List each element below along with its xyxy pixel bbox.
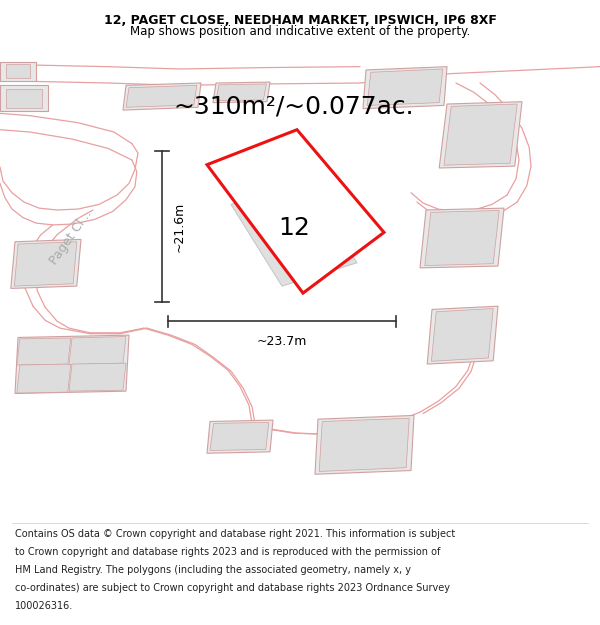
Polygon shape — [6, 89, 42, 107]
Polygon shape — [17, 338, 71, 365]
Text: to Crown copyright and database rights 2023 and is reproduced with the permissio: to Crown copyright and database rights 2… — [15, 547, 440, 557]
Polygon shape — [0, 86, 48, 111]
Polygon shape — [69, 336, 126, 364]
Text: 100026316.: 100026316. — [15, 601, 73, 611]
Polygon shape — [425, 211, 499, 266]
Polygon shape — [319, 418, 409, 471]
Text: HM Land Registry. The polygons (including the associated geometry, namely x, y: HM Land Registry. The polygons (includin… — [15, 565, 411, 575]
Polygon shape — [126, 86, 197, 107]
Text: ~310m²/~0.077ac.: ~310m²/~0.077ac. — [173, 94, 415, 118]
Polygon shape — [231, 181, 357, 286]
Polygon shape — [69, 363, 126, 391]
Text: Contains OS data © Crown copyright and database right 2021. This information is : Contains OS data © Crown copyright and d… — [15, 529, 455, 539]
Text: 12: 12 — [278, 216, 310, 240]
Polygon shape — [427, 306, 498, 364]
Polygon shape — [444, 104, 517, 165]
Polygon shape — [216, 84, 266, 101]
Polygon shape — [14, 242, 77, 286]
Polygon shape — [123, 83, 201, 110]
Polygon shape — [210, 422, 269, 451]
Polygon shape — [11, 239, 81, 289]
Polygon shape — [315, 416, 414, 474]
Text: ~23.7m: ~23.7m — [257, 335, 307, 348]
Polygon shape — [420, 208, 504, 268]
Text: Map shows position and indicative extent of the property.: Map shows position and indicative extent… — [130, 26, 470, 39]
Polygon shape — [439, 102, 522, 168]
Polygon shape — [363, 67, 447, 109]
Polygon shape — [6, 64, 30, 78]
Polygon shape — [15, 335, 129, 394]
Polygon shape — [17, 364, 71, 393]
Text: ~21.6m: ~21.6m — [173, 201, 186, 252]
Polygon shape — [207, 420, 273, 453]
Polygon shape — [207, 130, 384, 293]
Text: co-ordinates) are subject to Crown copyright and database rights 2023 Ordnance S: co-ordinates) are subject to Crown copyr… — [15, 583, 450, 593]
Text: Paget Cl...: Paget Cl... — [47, 208, 94, 267]
Polygon shape — [431, 309, 493, 361]
Polygon shape — [0, 62, 36, 81]
Text: 12, PAGET CLOSE, NEEDHAM MARKET, IPSWICH, IP6 8XF: 12, PAGET CLOSE, NEEDHAM MARKET, IPSWICH… — [104, 14, 496, 27]
Polygon shape — [367, 69, 443, 106]
Polygon shape — [213, 82, 270, 102]
